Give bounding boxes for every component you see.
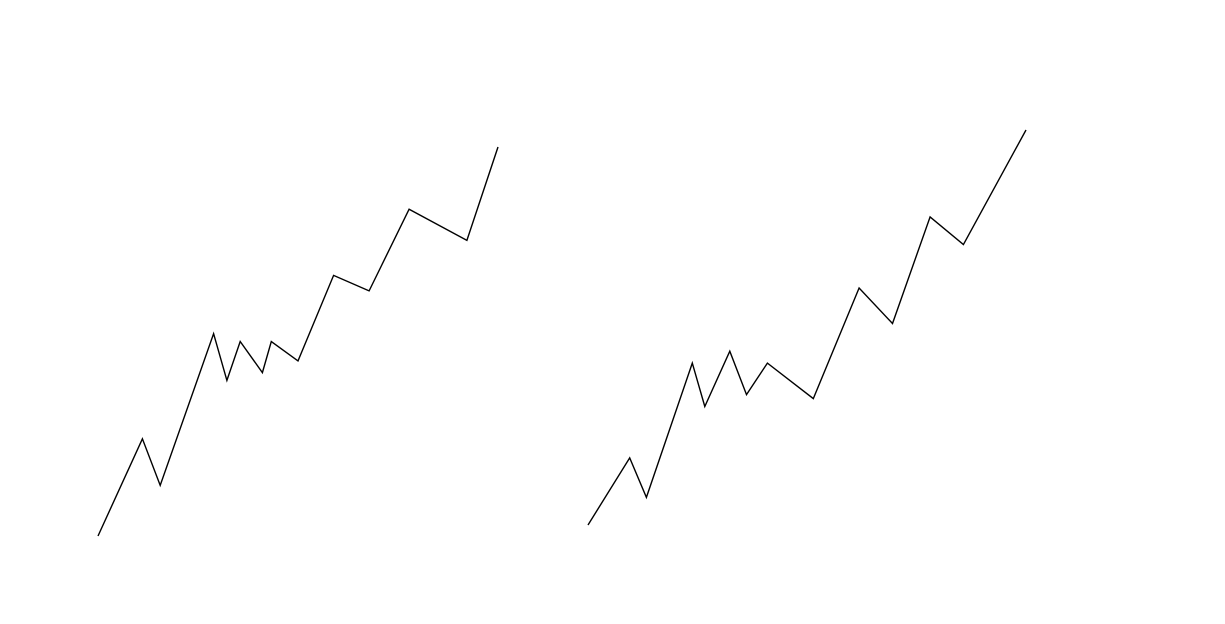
line-chart-left-plot xyxy=(97,146,499,537)
line-chart-right xyxy=(560,0,1120,624)
line-chart-left xyxy=(0,0,560,624)
series-line-left xyxy=(97,146,499,537)
line-chart-right-plot xyxy=(587,129,1027,526)
series-line-right xyxy=(587,129,1027,526)
